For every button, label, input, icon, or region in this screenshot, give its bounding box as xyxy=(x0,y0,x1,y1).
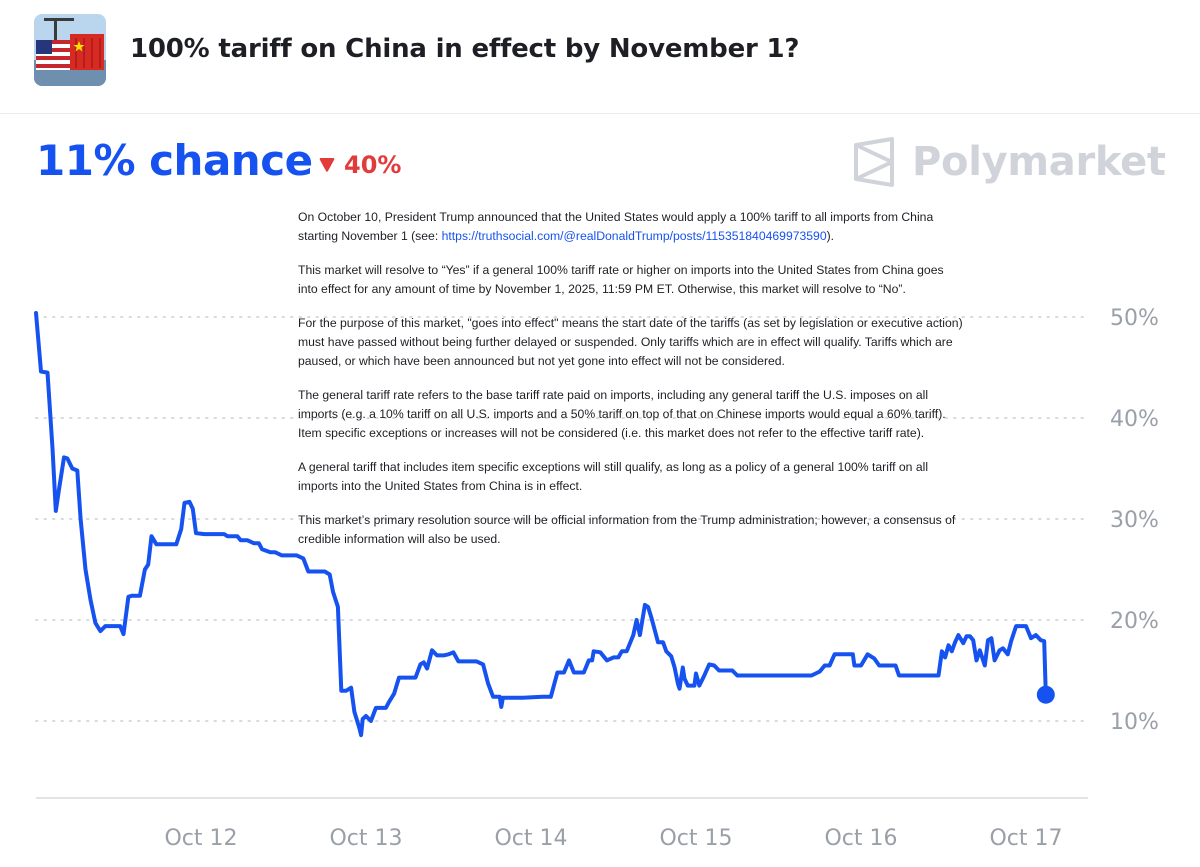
x-tick-label: Oct 14 xyxy=(494,826,567,851)
description-paragraph-4: The general tariff rate refers to the ba… xyxy=(298,388,946,440)
down-triangle-icon xyxy=(319,158,335,172)
market-title: 100% tariff on China in effect by Novemb… xyxy=(130,34,800,64)
description-paragraph-3: For the purpose of this market, "goes in… xyxy=(298,316,963,368)
description-paragraph-5: A general tariff that includes item spec… xyxy=(298,460,929,493)
market-thumbnail[interactable] xyxy=(34,14,106,86)
y-tick-label: 50% xyxy=(1110,306,1159,331)
y-tick-label: 10% xyxy=(1110,710,1159,735)
chance-value: 11% chance xyxy=(36,136,313,185)
x-tick-label: Oct 16 xyxy=(824,826,897,851)
source-link[interactable]: https://truthsocial.com/@realDonaldTrump… xyxy=(441,229,827,243)
x-axis-ticks: Oct 12 Oct 13 Oct 14 Oct 15 Oct 16 Oct 17 xyxy=(164,826,1062,851)
description-paragraph-6: This market’s primary resolution source … xyxy=(298,513,956,546)
china-flag-container xyxy=(70,34,104,70)
market-description: On October 10, President Trump announced… xyxy=(298,208,963,564)
header: 100% tariff on China in effect by Novemb… xyxy=(0,0,1200,114)
chart-grid xyxy=(35,316,1089,722)
polymarket-logo-icon xyxy=(854,137,894,187)
y-tick-label: 20% xyxy=(1110,609,1159,634)
market-image xyxy=(34,14,106,86)
x-tick-label: Oct 15 xyxy=(659,826,732,851)
current-price-marker[interactable] xyxy=(1036,685,1055,704)
x-tick-label: Oct 17 xyxy=(989,826,1062,851)
y-axis-ticks: 10% 20% 30% 40% 50% xyxy=(1110,306,1159,735)
brand-name: Polymarket xyxy=(912,139,1166,185)
change-indicator: 40% xyxy=(318,151,401,179)
price-line xyxy=(34,311,1048,738)
x-tick-label: Oct 12 xyxy=(164,826,237,851)
description-paragraph-2: This market will resolve to “Yes” if a g… xyxy=(298,263,944,296)
description-paragraph-1: On October 10, President Trump announced… xyxy=(298,210,934,243)
change-value: 40% xyxy=(344,151,402,179)
y-tick-label: 30% xyxy=(1110,508,1159,533)
brand: Polymarket xyxy=(852,137,1166,187)
us-flag-container xyxy=(36,40,72,70)
x-tick-label: Oct 13 xyxy=(329,826,402,851)
y-tick-label: 40% xyxy=(1110,407,1159,432)
